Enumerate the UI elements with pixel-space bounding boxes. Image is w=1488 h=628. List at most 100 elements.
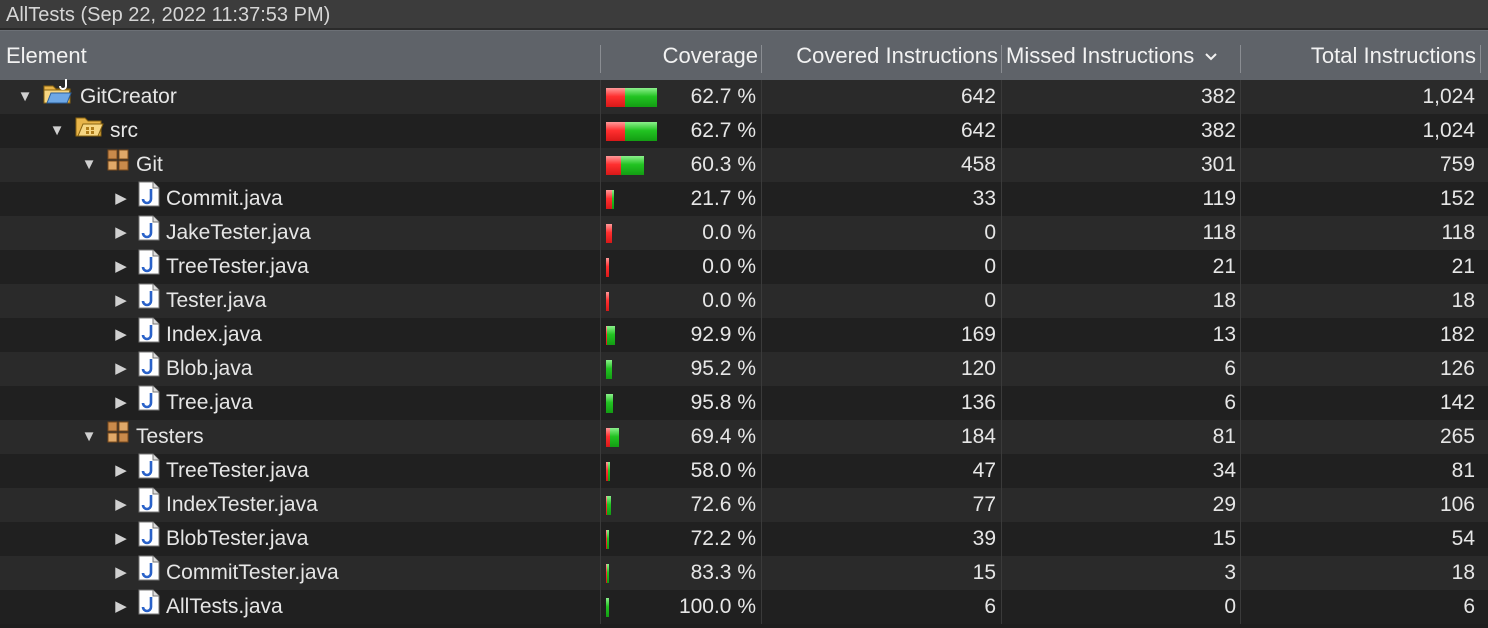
column-divider — [600, 284, 601, 318]
collapsed-triangle-icon[interactable]: ▶ — [115, 530, 127, 547]
element-cell: ▼ GitCreator — [16, 78, 606, 114]
tree-row[interactable]: ▶ Tree.java 95.8 % 136 6 142 — [0, 385, 1488, 420]
column-divider — [761, 80, 762, 114]
missed-instructions-value: 34 — [1212, 459, 1236, 482]
element-cell: ▶ Blob.java — [112, 351, 606, 386]
java-file-icon — [138, 181, 160, 218]
coverage-percent: 83.3 % — [690, 561, 756, 584]
column-header-coverage[interactable]: Coverage — [662, 43, 758, 68]
column-divider — [1001, 556, 1002, 590]
coverage-bar-covered — [612, 190, 614, 209]
column-divider[interactable] — [761, 45, 762, 73]
coverage-bar-missed — [606, 496, 607, 515]
missed-instructions-value: 15 — [1212, 527, 1236, 550]
coverage-bar-missed — [606, 258, 609, 277]
collapsed-triangle-icon[interactable]: ▶ — [115, 190, 127, 207]
column-divider — [600, 454, 601, 488]
column-divider — [600, 318, 601, 352]
collapsed-triangle-icon[interactable]: ▶ — [115, 326, 127, 343]
coverage-bar-covered — [607, 496, 611, 515]
tree-row[interactable]: ▶ JakeTester.java 0.0 % 0 118 118 — [0, 215, 1488, 252]
element-cell: ▶ BlobTester.java — [112, 521, 606, 556]
tree-row[interactable]: ▶ Commit.java 21.7 % 33 119 152 — [0, 181, 1488, 218]
collapsed-triangle-icon[interactable]: ▶ — [115, 292, 127, 309]
tree-row[interactable]: ▼ Testers 69.4 % 184 81 265 — [0, 420, 1488, 454]
total-instructions-value: 21 — [1451, 255, 1475, 278]
tree-row[interactable]: ▶ TreeTester.java 0.0 % 0 21 21 — [0, 249, 1488, 286]
column-header-missed-instructions[interactable]: Missed Instructions — [1006, 31, 1236, 80]
coverage-bar-missed — [606, 462, 608, 481]
covered-instructions-value: 77 — [972, 493, 996, 516]
missed-instructions-value: 13 — [1212, 323, 1236, 346]
column-divider[interactable] — [1480, 45, 1481, 73]
column-divider — [761, 250, 762, 284]
column-divider — [1240, 488, 1241, 522]
coverage-bar-missed — [606, 564, 607, 583]
column-divider — [1001, 454, 1002, 488]
tree-row[interactable]: ▶ TreeTester.java 58.0 % 47 34 81 — [0, 453, 1488, 488]
column-header-covered-instructions[interactable]: Covered Instructions — [796, 43, 998, 68]
element-name: src — [110, 119, 138, 142]
collapsed-triangle-icon[interactable]: ▶ — [115, 360, 127, 377]
column-divider[interactable] — [1240, 45, 1241, 73]
total-instructions-value: 54 — [1451, 527, 1475, 550]
tree-row[interactable]: ▶ Index.java 92.9 % 169 13 182 — [0, 317, 1488, 352]
expanded-triangle-icon[interactable]: ▼ — [17, 88, 33, 105]
tree-row[interactable]: ▶ CommitTester.java 83.3 % 15 3 18 — [0, 555, 1488, 590]
column-divider — [1240, 590, 1241, 624]
column-divider[interactable] — [1001, 45, 1002, 73]
covered-instructions-value: 169 — [960, 323, 996, 346]
element-name: Blob.java — [166, 357, 253, 380]
tree-row[interactable]: ▶ BlobTester.java 72.2 % 39 15 54 — [0, 521, 1488, 556]
tree-row[interactable]: ▼ src 62.7 % 642 382 1,024 — [0, 114, 1488, 148]
coverage-tree[interactable]: ▼ GitCreator 62.7 % 642 382 1,024 ▼ src 62.7 % 64… — [0, 78, 1488, 624]
column-divider — [600, 80, 601, 114]
column-divider[interactable] — [600, 45, 601, 73]
java-file-icon — [138, 215, 160, 252]
column-divider — [1240, 318, 1241, 352]
column-header-element[interactable]: Element — [6, 43, 87, 68]
coverage-bar-missed — [606, 156, 621, 175]
missed-instructions-value: 18 — [1212, 289, 1236, 312]
view-title: AllTests (Sep 22, 2022 11:37:53 PM) — [0, 0, 1488, 30]
column-divider — [1240, 454, 1241, 488]
tree-row[interactable]: ▼ Git 60.3 % 458 301 759 — [0, 148, 1488, 182]
missed-instructions-value: 29 — [1212, 493, 1236, 516]
column-header-total-instructions[interactable]: Total Instructions — [1310, 43, 1476, 68]
tree-row[interactable]: ▶ AllTests.java 100.0 % 6 0 6 — [0, 589, 1488, 624]
expanded-triangle-icon[interactable]: ▼ — [81, 428, 97, 445]
column-divider — [761, 420, 762, 454]
tree-row[interactable]: ▼ GitCreator 62.7 % 642 382 1,024 — [0, 78, 1488, 114]
tree-row[interactable]: ▶ IndexTester.java 72.6 % 77 29 106 — [0, 487, 1488, 522]
total-instructions-value: 118 — [1441, 221, 1475, 244]
tree-row[interactable]: ▶ Blob.java 95.2 % 120 6 126 — [0, 351, 1488, 386]
collapsed-triangle-icon[interactable]: ▶ — [115, 564, 127, 581]
chevron-down-icon — [1205, 53, 1218, 61]
column-divider — [600, 216, 601, 250]
element-name: Git — [136, 153, 163, 176]
column-divider — [1240, 352, 1241, 386]
column-divider — [600, 148, 601, 182]
collapsed-triangle-icon[interactable]: ▶ — [115, 394, 127, 411]
coverage-bar-missed — [606, 88, 625, 107]
total-instructions-value: 759 — [1439, 153, 1475, 176]
coverage-bar-covered — [606, 598, 609, 617]
coverage-percent: 0.0 % — [702, 289, 756, 312]
java-file-icon — [138, 249, 160, 286]
collapsed-triangle-icon[interactable]: ▶ — [115, 496, 127, 513]
collapsed-triangle-icon[interactable]: ▶ — [115, 224, 127, 241]
expanded-triangle-icon[interactable]: ▼ — [81, 156, 97, 173]
column-divider — [1240, 182, 1241, 216]
column-divider — [600, 250, 601, 284]
column-divider — [600, 420, 601, 454]
total-instructions-value: 106 — [1439, 493, 1475, 516]
tree-row[interactable]: ▶ Tester.java 0.0 % 0 18 18 — [0, 283, 1488, 318]
collapsed-triangle-icon[interactable]: ▶ — [115, 462, 127, 479]
coverage-bar-covered — [625, 122, 657, 141]
collapsed-triangle-icon[interactable]: ▶ — [115, 258, 127, 275]
element-cell: ▶ Index.java — [112, 317, 606, 352]
collapsed-triangle-icon[interactable]: ▶ — [115, 598, 127, 615]
coverage-bar — [606, 292, 609, 311]
expanded-triangle-icon[interactable]: ▼ — [49, 122, 65, 139]
total-instructions-value: 182 — [1439, 323, 1475, 346]
